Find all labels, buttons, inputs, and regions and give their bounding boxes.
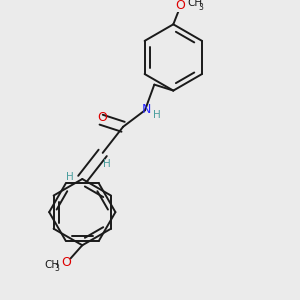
Text: H: H (103, 159, 111, 169)
Text: 3: 3 (55, 264, 60, 273)
Text: CH: CH (44, 260, 59, 270)
Text: CH: CH (188, 0, 202, 8)
Text: N: N (141, 103, 151, 116)
Text: O: O (61, 256, 71, 269)
Text: 3: 3 (199, 2, 204, 11)
Text: H: H (66, 172, 74, 182)
Text: O: O (176, 0, 185, 12)
Text: O: O (97, 111, 107, 124)
Text: H: H (153, 110, 161, 121)
